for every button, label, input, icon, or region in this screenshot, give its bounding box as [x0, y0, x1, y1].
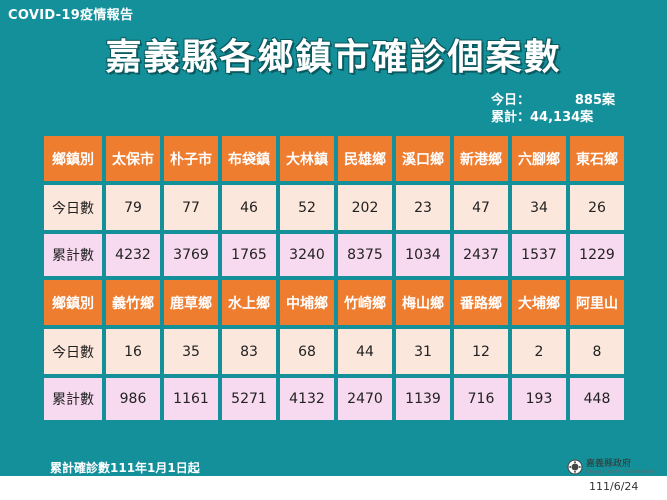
summary-today-row: 今日： 885案	[491, 92, 615, 109]
row-label: 累計數	[44, 378, 102, 420]
today-count-cell: 79	[106, 185, 160, 230]
town-name-cell: 布袋鎮	[222, 136, 276, 181]
town-name-cell: 六腳鄉	[512, 136, 566, 181]
town-name-cell: 番路鄉	[454, 280, 508, 325]
town-name-cell: 東石鄉	[570, 136, 624, 181]
today-count-cell: 31	[396, 329, 450, 374]
town-name-cell: 義竹鄉	[106, 280, 160, 325]
total-count-cell: 3769	[164, 234, 218, 276]
today-count-cell: 44	[338, 329, 392, 374]
today-row: 今日數 79 77 46 52 202 23 47 34 26	[44, 185, 624, 230]
total-row: 累計數 986 1161 5271 4132 2470 1139 716 193 448	[44, 378, 624, 420]
total-count-cell: 448	[570, 378, 624, 420]
page-title: 嘉義縣各鄉鎮市確診個案數	[105, 37, 562, 78]
town-name-cell: 大林鎮	[280, 136, 334, 181]
total-count-cell: 1161	[164, 378, 218, 420]
town-name-cell: 溪口鄉	[396, 136, 450, 181]
today-count-cell: 83	[222, 329, 276, 374]
town-name-cell: 中埔鄉	[280, 280, 334, 325]
today-count-cell: 47	[454, 185, 508, 230]
today-count-cell: 46	[222, 185, 276, 230]
report-label: COVID-19疫情報告	[8, 8, 134, 23]
summary-today-label: 今日：	[491, 93, 531, 108]
row-label: 鄉鎮別	[44, 136, 102, 181]
footer-note: 累計確診數111年1月1日起	[50, 461, 200, 475]
town-name-cell: 朴子市	[164, 136, 218, 181]
town-row: 鄉鎮別 太保市 朴子市 布袋鎮 大林鎮 民雄鄉 溪口鄉 新港鄉 六腳鄉 東石鄉	[44, 136, 624, 181]
county-seal-icon	[567, 459, 583, 475]
total-count-cell: 4232	[106, 234, 160, 276]
summary-total-label: 累計：	[491, 110, 531, 125]
summary-today-value: 885案	[574, 93, 615, 108]
logo-text-block: 嘉義縣政府 Chiayi County Government	[586, 459, 654, 475]
total-count-cell: 8375	[338, 234, 392, 276]
today-count-cell: 8	[570, 329, 624, 374]
town-name-cell: 阿里山	[570, 280, 624, 325]
total-row: 累計數 4232 3769 1765 3240 8375 1034 2437 1537 1229	[44, 234, 624, 276]
row-label: 今日數	[44, 329, 102, 374]
total-count-cell: 5271	[222, 378, 276, 420]
town-name-cell: 梅山鄉	[396, 280, 450, 325]
cases-table: 鄉鎮別 太保市 朴子市 布袋鎮 大林鎮 民雄鄉 溪口鄉 新港鄉 六腳鄉 東石鄉 今日數 79 77 46 5…	[40, 132, 628, 424]
total-count-cell: 2470	[338, 378, 392, 420]
row-label: 累計數	[44, 234, 102, 276]
town-name-cell: 新港鄉	[454, 136, 508, 181]
today-count-cell: 35	[164, 329, 218, 374]
total-count-cell: 1139	[396, 378, 450, 420]
today-count-cell: 202	[338, 185, 392, 230]
summary-total-row: 累計： 44,134案	[491, 109, 615, 126]
total-count-cell: 986	[106, 378, 160, 420]
total-count-cell: 2437	[454, 234, 508, 276]
today-count-cell: 16	[106, 329, 160, 374]
today-count-cell: 34	[512, 185, 566, 230]
total-count-cell: 716	[454, 378, 508, 420]
town-name-cell: 水上鄉	[222, 280, 276, 325]
logo-sub: Chiayi County Government	[586, 469, 654, 475]
row-label: 今日數	[44, 185, 102, 230]
total-count-cell: 1034	[396, 234, 450, 276]
today-count-cell: 12	[454, 329, 508, 374]
summary-total-value: 44,134案	[530, 110, 594, 125]
total-count-cell: 193	[512, 378, 566, 420]
town-row: 鄉鎮別 義竹鄉 鹿草鄉 水上鄉 中埔鄉 竹崎鄉 梅山鄉 番路鄉 大埔鄉 阿里山	[44, 280, 624, 325]
town-name-cell: 民雄鄉	[338, 136, 392, 181]
summary-box: 今日： 885案 累計： 44,134案	[491, 92, 615, 126]
total-count-cell: 4132	[280, 378, 334, 420]
government-logo: 嘉義縣政府 Chiayi County Government	[567, 459, 654, 475]
report-date: 111/6/24	[589, 480, 639, 493]
footer-teal-band	[0, 448, 667, 476]
today-count-cell: 68	[280, 329, 334, 374]
total-count-cell: 1537	[512, 234, 566, 276]
total-count-cell: 3240	[280, 234, 334, 276]
logo-name: 嘉義縣政府	[586, 459, 632, 469]
row-label: 鄉鎮別	[44, 280, 102, 325]
today-count-cell: 77	[164, 185, 218, 230]
town-name-cell: 竹崎鄉	[338, 280, 392, 325]
today-count-cell: 2	[512, 329, 566, 374]
total-count-cell: 1765	[222, 234, 276, 276]
today-count-cell: 23	[396, 185, 450, 230]
town-name-cell: 太保市	[106, 136, 160, 181]
total-count-cell: 1229	[570, 234, 624, 276]
today-count-cell: 52	[280, 185, 334, 230]
today-row: 今日數 16 35 83 68 44 31 12 2 8	[44, 329, 624, 374]
town-name-cell: 大埔鄉	[512, 280, 566, 325]
today-count-cell: 26	[570, 185, 624, 230]
town-name-cell: 鹿草鄉	[164, 280, 218, 325]
